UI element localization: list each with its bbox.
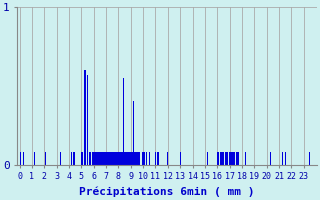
Bar <box>270 152 271 165</box>
Bar <box>234 152 235 165</box>
Bar <box>82 152 83 165</box>
Bar <box>180 152 181 165</box>
Bar <box>110 152 112 165</box>
Bar <box>218 152 219 165</box>
Bar <box>120 152 122 165</box>
Bar <box>118 152 119 165</box>
Bar <box>34 152 35 165</box>
Bar <box>129 152 130 165</box>
Bar <box>217 152 218 165</box>
Bar <box>149 152 150 165</box>
Bar <box>245 152 246 165</box>
Bar <box>282 152 283 165</box>
Bar <box>155 152 156 165</box>
Bar <box>124 152 125 165</box>
Bar <box>221 152 223 165</box>
Bar <box>116 152 118 165</box>
Bar <box>128 152 129 165</box>
Bar <box>233 152 234 165</box>
Bar <box>134 152 135 165</box>
Bar <box>114 152 115 165</box>
Bar <box>220 152 221 165</box>
Bar <box>130 152 132 165</box>
Bar <box>81 152 82 165</box>
Bar <box>87 75 88 165</box>
Bar <box>132 101 134 165</box>
Bar <box>237 152 239 165</box>
Bar <box>115 152 116 165</box>
Bar <box>126 152 128 165</box>
Bar <box>23 152 24 165</box>
Bar <box>113 152 114 165</box>
Bar <box>225 152 227 165</box>
Bar <box>107 152 108 165</box>
Bar <box>112 152 113 165</box>
Bar <box>125 152 126 165</box>
Bar <box>108 152 109 165</box>
Bar <box>231 152 233 165</box>
Bar <box>135 152 136 165</box>
Bar <box>123 78 124 165</box>
Bar <box>109 152 110 165</box>
Bar <box>45 152 46 165</box>
Bar <box>146 152 148 165</box>
Bar <box>142 152 144 165</box>
Bar <box>167 152 168 165</box>
Bar <box>106 152 107 165</box>
Bar <box>284 152 286 165</box>
Bar <box>73 152 75 165</box>
Bar <box>119 152 120 165</box>
Bar <box>139 152 140 165</box>
Bar <box>99 152 100 165</box>
Bar <box>93 152 94 165</box>
Bar <box>89 152 91 165</box>
Bar <box>103 152 104 165</box>
Bar <box>223 152 224 165</box>
Bar <box>207 152 208 165</box>
Bar <box>230 152 231 165</box>
Bar <box>309 152 310 165</box>
Bar <box>97 152 98 165</box>
Bar <box>60 152 61 165</box>
Bar <box>136 152 138 165</box>
Bar <box>84 70 86 165</box>
Bar <box>94 152 96 165</box>
Bar <box>138 152 139 165</box>
Bar <box>229 152 230 165</box>
Bar <box>92 152 93 165</box>
Bar <box>157 152 158 165</box>
X-axis label: Précipitations 6min ( mm ): Précipitations 6min ( mm ) <box>79 187 255 197</box>
Bar <box>104 152 106 165</box>
Bar <box>144 152 145 165</box>
Bar <box>96 152 97 165</box>
Bar <box>122 152 123 165</box>
Bar <box>100 152 102 165</box>
Bar <box>102 152 103 165</box>
Bar <box>227 152 228 165</box>
Bar <box>20 152 21 165</box>
Bar <box>71 152 72 165</box>
Bar <box>236 152 237 165</box>
Bar <box>98 152 99 165</box>
